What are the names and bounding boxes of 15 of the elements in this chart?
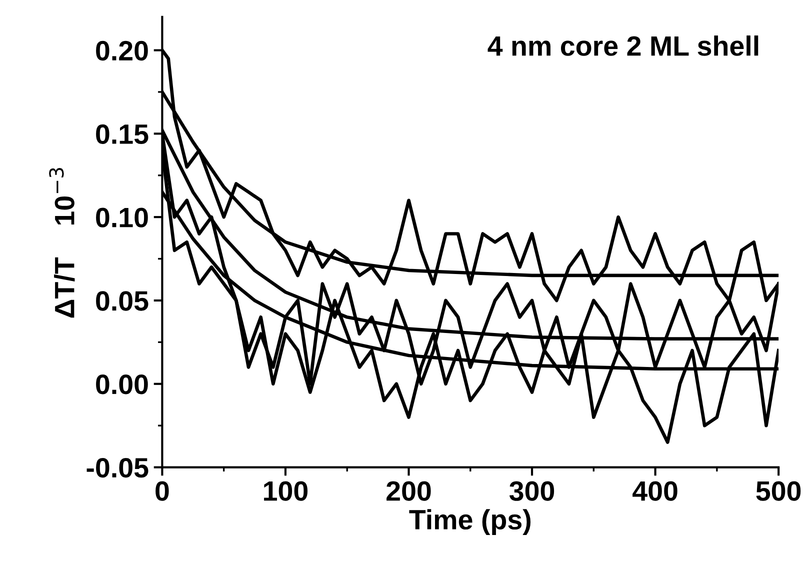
y-tick-label: 0.15	[96, 124, 148, 144]
y-axis-title: ΔT/T 10$^{−3}$	[49, 168, 75, 318]
x-tick-label: 0	[156, 481, 169, 501]
x-axis-title: Time (ps)	[409, 509, 530, 536]
x-tick-label: 500	[756, 481, 801, 501]
y-tick-label: -0.05	[86, 458, 148, 478]
x-tick-label: 200	[386, 481, 431, 501]
y-tick-label: 0.10	[96, 208, 148, 228]
y-tick-label: 0.20	[96, 40, 148, 61]
x-tick-label: 100	[264, 481, 308, 501]
x-tick-label: 400	[632, 481, 678, 501]
y-tick-label: 0.00	[96, 374, 148, 394]
x-tick-label: 300	[509, 481, 554, 501]
y-tick-label: 0.05	[96, 291, 148, 311]
annotation: 4 nm core 2 ML shell	[488, 35, 758, 56]
